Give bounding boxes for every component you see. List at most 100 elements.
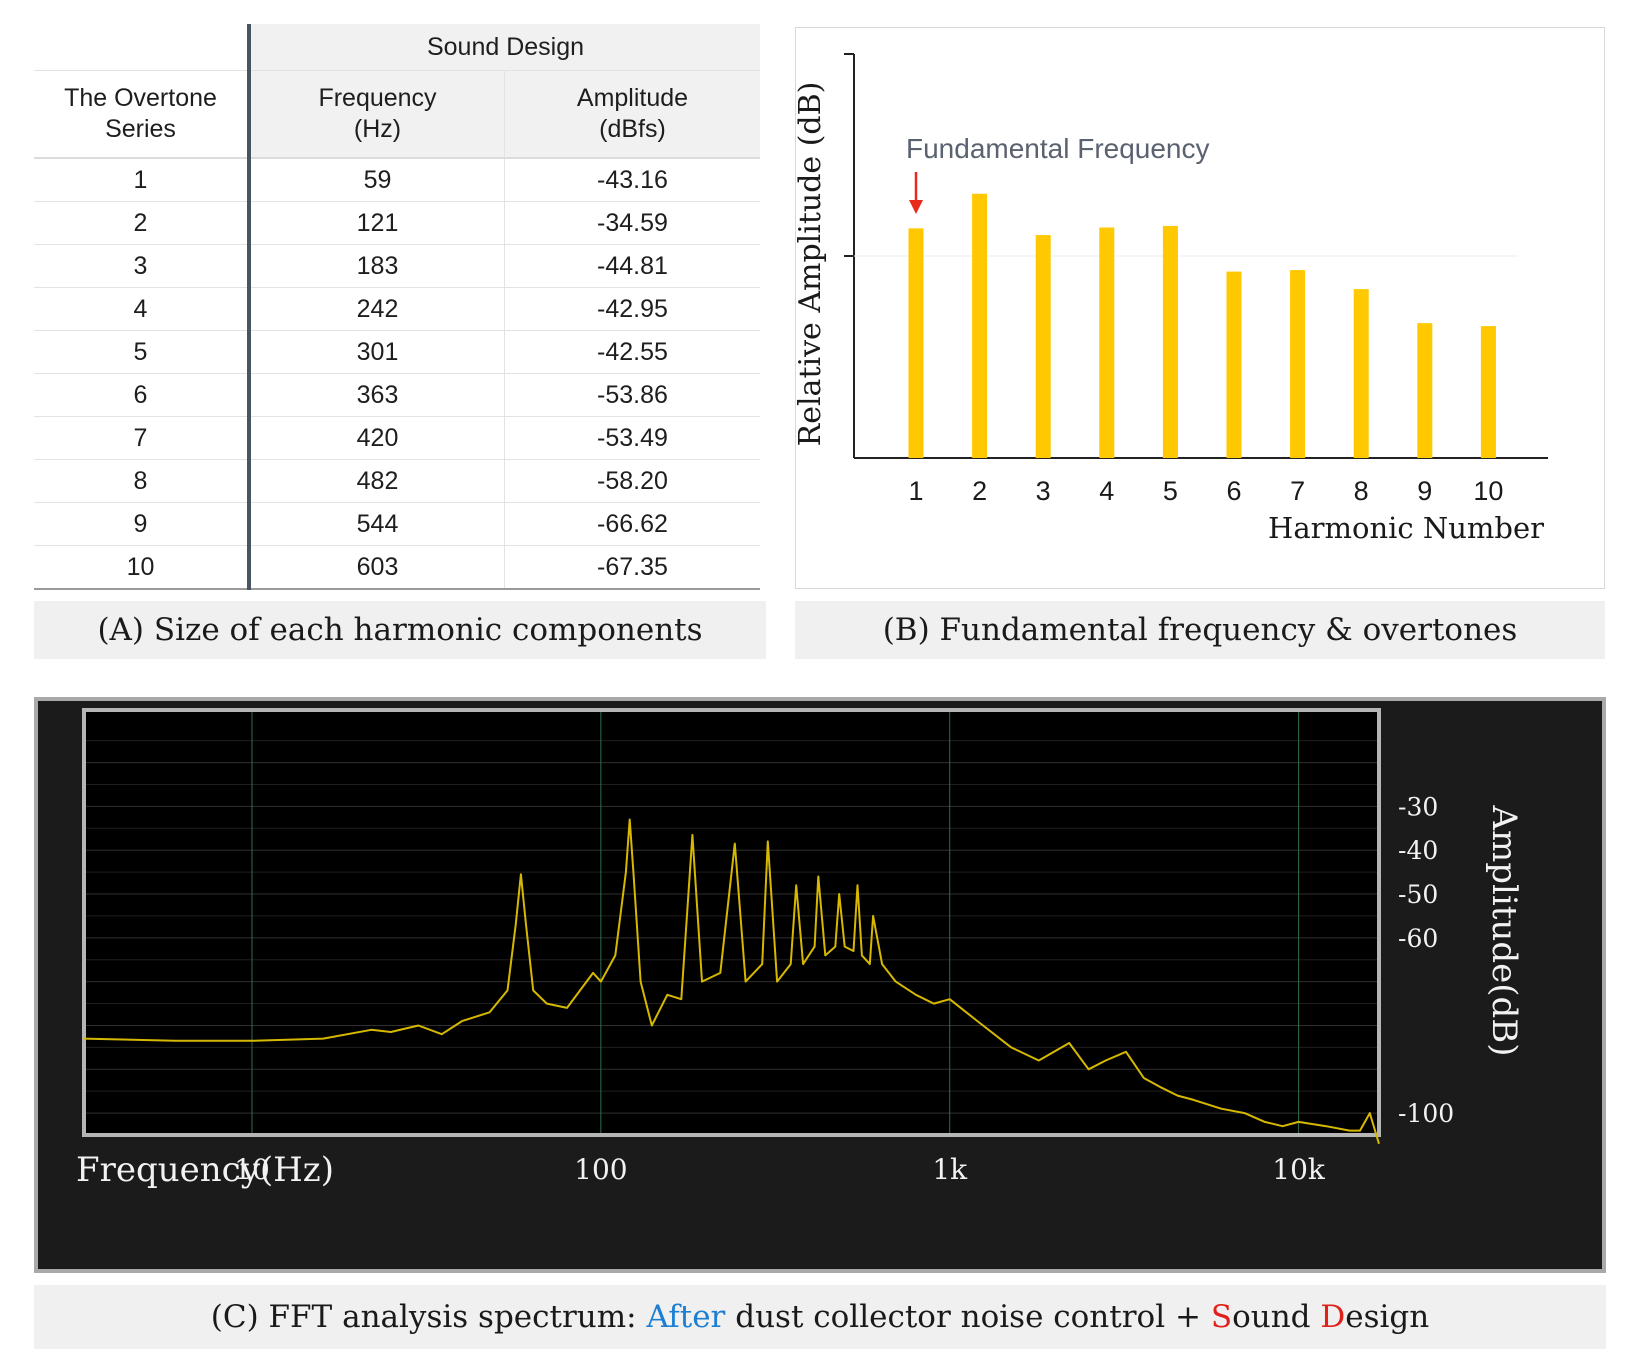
table-row: 2 121 -34.59 <box>34 201 760 245</box>
frequency-cell: 301 <box>249 330 505 374</box>
table-row: 7 420 -53.49 <box>34 416 760 460</box>
amplitude-cell: -34.59 <box>504 201 760 245</box>
y-tick-label: -40 <box>1398 836 1438 865</box>
amplitude-cell: -67.35 <box>504 545 760 590</box>
harmonic-index-cell: 2 <box>34 201 251 245</box>
frequency-cell: 363 <box>249 373 505 417</box>
annotation-arrow-head <box>909 200 923 214</box>
bar-harmonic-5 <box>1162 225 1178 458</box>
caption-c-prefix: (C) FFT analysis spectrum: <box>210 1299 647 1335</box>
bar-harmonic-3 <box>1035 235 1051 458</box>
y-tick-label: -60 <box>1398 924 1438 953</box>
amplitude-cell: -66.62 <box>504 502 760 546</box>
amplitude-header-line1: Amplitude <box>576 84 689 112</box>
overtone-series-header-line1: The Overtone <box>64 84 217 112</box>
table-group-header-row: Sound Design <box>34 24 760 71</box>
harmonic-bar-chart-panel: Relative Amplitude (dB) 1 2 3 4 5 6 7 8 9 10 Harmon… <box>795 27 1605 589</box>
harmonic-index-cell: 1 <box>34 158 251 202</box>
x-tick-label: 3 <box>1036 476 1051 506</box>
table-row: 1 59 -43.16 <box>34 158 760 202</box>
table-row: 8 482 -58.20 <box>34 459 760 503</box>
y-tick-label: -50 <box>1398 880 1438 909</box>
bar-harmonic-8 <box>1353 289 1369 458</box>
plot-frame <box>82 708 1381 1137</box>
fft-spectrum-panel: 10 100 1k 10k Frequency(Hz) -30 -40 -50 -60 -100 A… <box>34 697 1606 1273</box>
table-row: 3 183 -44.81 <box>34 244 760 288</box>
caption-c-s: S <box>1210 1299 1233 1335</box>
amplitude-cell: -53.49 <box>504 416 760 460</box>
frequency-header-line2: (Hz) <box>353 115 402 143</box>
sound-design-header: Sound Design <box>249 24 760 71</box>
y-tick-label: -100 <box>1398 1099 1454 1128</box>
x-tick-label: 2 <box>972 476 987 506</box>
frequency-cell: 603 <box>249 545 505 590</box>
frequency-cell: 544 <box>249 502 505 546</box>
harmonic-table-panel: Sound Design The Overtone Series Frequen… <box>34 24 760 592</box>
amplitude-header: Amplitude (dBfs) <box>504 70 760 159</box>
frequency-cell: 482 <box>249 459 505 503</box>
harmonic-table: Sound Design The Overtone Series Frequen… <box>34 24 760 590</box>
x-tick-label: 10 <box>234 1153 270 1186</box>
frequency-header: Frequency (Hz) <box>249 70 505 159</box>
fundamental-frequency-annotation: Fundamental Frequency <box>906 133 1210 164</box>
bar-harmonic-10 <box>1480 326 1496 458</box>
table-column-header-row: The Overtone Series Frequency (Hz) Ampli… <box>34 70 760 159</box>
table-row: 10 603 -67.35 <box>34 545 760 590</box>
overtone-series-header-line2: Series <box>105 115 176 143</box>
y-axis-label: Amplitude(dB) <box>1484 804 1524 1056</box>
harmonic-index-cell: 3 <box>34 244 251 288</box>
frequency-cell: 183 <box>249 244 505 288</box>
harmonic-index-cell: 5 <box>34 330 251 374</box>
x-axis-label: Harmonic Number <box>1268 511 1544 545</box>
amplitude-cell: -58.20 <box>504 459 760 503</box>
overtone-series-header: The Overtone Series <box>34 70 251 159</box>
x-tick-label: 1k <box>932 1153 968 1186</box>
frequency-cell: 242 <box>249 287 505 331</box>
caption-c-esign: esign <box>1345 1299 1430 1335</box>
x-tick-label: 1 <box>908 476 923 506</box>
frequency-cell: 420 <box>249 416 505 460</box>
caption-c: (C) FFT analysis spectrum: After dust co… <box>34 1285 1606 1349</box>
x-tick-label: 10 <box>1473 476 1503 506</box>
caption-b: (B) Fundamental frequency & overtones <box>795 601 1605 659</box>
table-row: 6 363 -53.86 <box>34 373 760 417</box>
fft-spectrum-chart: 10 100 1k 10k Frequency(Hz) -30 -40 -50 -60 -100 A… <box>76 708 1524 1190</box>
bar-harmonic-4 <box>1099 227 1115 458</box>
table-row: 4 242 -42.95 <box>34 287 760 331</box>
x-tick-label: 6 <box>1226 476 1241 506</box>
table-row: 5 301 -42.55 <box>34 330 760 374</box>
harmonic-index-cell: 7 <box>34 416 251 460</box>
x-tick-label: 5 <box>1163 476 1178 506</box>
caption-c-d: D <box>1320 1299 1346 1335</box>
x-tick-label: 10k <box>1272 1153 1326 1186</box>
x-tick-label: 7 <box>1290 476 1305 506</box>
harmonic-bar-chart: Relative Amplitude (dB) 1 2 3 4 5 6 7 8 9 10 Harmon… <box>796 53 1548 545</box>
table-row: 9 544 -66.62 <box>34 502 760 546</box>
harmonic-index-cell: 6 <box>34 373 251 417</box>
amplitude-cell: -42.55 <box>504 330 760 374</box>
bar-harmonic-7 <box>1290 270 1306 458</box>
x-tick-label: 4 <box>1099 476 1114 506</box>
harmonic-index-cell: 8 <box>34 459 251 503</box>
x-axis-label: Frequency(Hz) <box>76 1150 334 1190</box>
frequency-cell: 121 <box>249 201 505 245</box>
harmonic-index-cell: 10 <box>34 545 251 590</box>
amplitude-cell: -53.86 <box>504 373 760 417</box>
harmonic-index-cell: 4 <box>34 287 251 331</box>
x-tick-label: 100 <box>574 1153 627 1186</box>
amplitude-header-line2: (dBfs) <box>599 115 666 143</box>
y-tick-label: -30 <box>1398 792 1438 821</box>
amplitude-cell: -42.95 <box>504 287 760 331</box>
bar-harmonic-6 <box>1226 271 1242 458</box>
caption-c-mid: dust collector noise control + <box>725 1299 1211 1335</box>
bar-harmonic-9 <box>1417 323 1433 458</box>
bar-harmonic-2 <box>972 193 988 459</box>
x-tick-label: 8 <box>1354 476 1369 506</box>
y-axis-label: Relative Amplitude (dB) <box>796 82 828 447</box>
amplitude-cell: -43.16 <box>504 158 760 202</box>
frequency-cell: 59 <box>249 158 505 202</box>
caption-c-ound: ound <box>1232 1299 1321 1335</box>
bar-harmonic-1 <box>908 228 924 458</box>
table-corner-cell <box>34 24 251 71</box>
frequency-header-line1: Frequency <box>318 84 437 112</box>
